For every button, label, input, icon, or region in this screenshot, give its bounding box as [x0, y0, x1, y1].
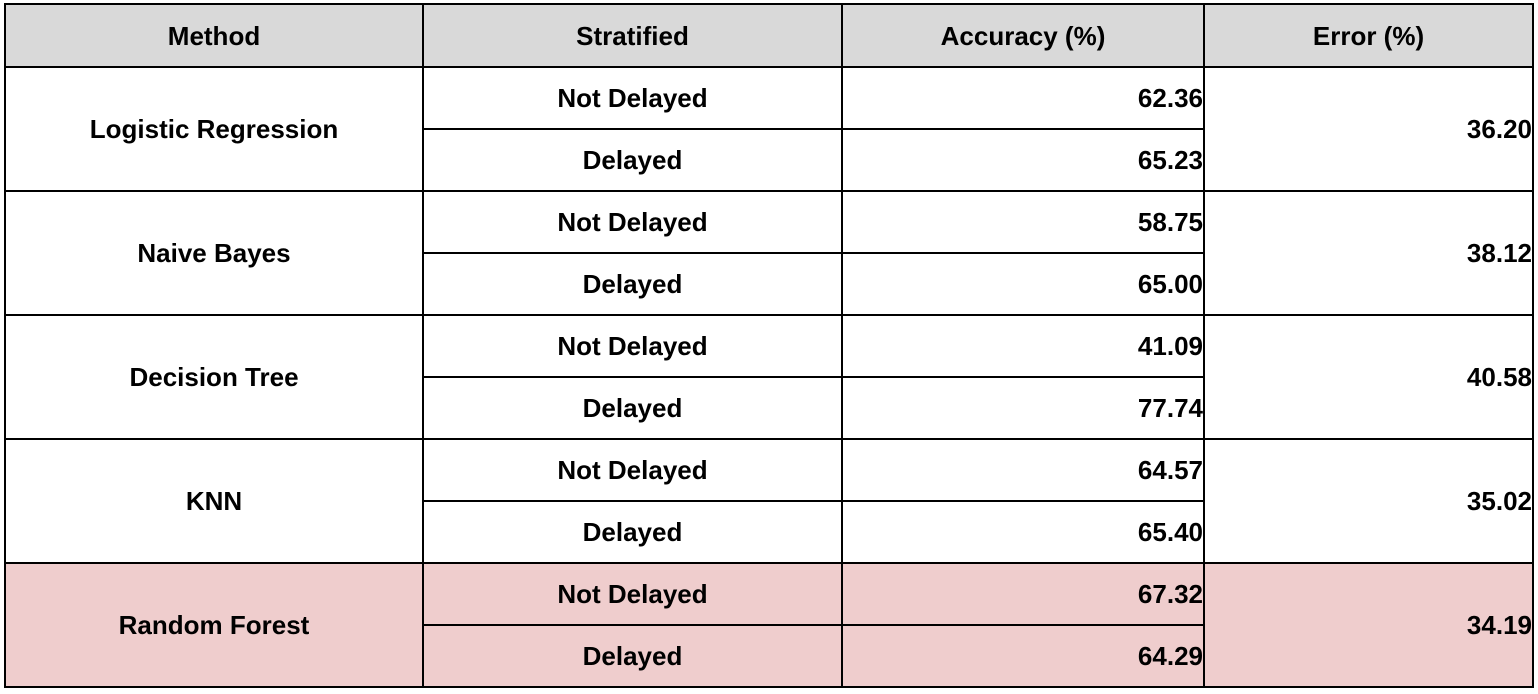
stratified-cell: Delayed: [422, 252, 843, 316]
table-row: Delayed 77.74: [5, 376, 1533, 440]
method-cell: Random Forest: [4, 562, 424, 688]
stratified-cell: Not Delayed: [422, 562, 843, 626]
stratified-cell: Not Delayed: [422, 438, 843, 502]
stratified-cell: Not Delayed: [422, 314, 843, 378]
accuracy-cell: 65.23: [841, 128, 1205, 192]
accuracy-cell: 65.00: [841, 252, 1205, 316]
table-row: Decision Tree Not Delayed 41.09 40.58: [4, 314, 1534, 440]
table-row: Naive Bayes Not Delayed 58.75 38.12: [4, 190, 1534, 316]
table-row: Logistic Regression Not Delayed 62.36 36.20: [4, 66, 1534, 192]
method-cell: Naive Bayes: [4, 190, 424, 316]
accuracy-cell: 65.40: [841, 500, 1205, 564]
results-table: Method Stratified Accuracy (%) Error (%)…: [4, 3, 1534, 688]
table-row: Delayed 65.40: [5, 500, 1533, 564]
method-cell: Decision Tree: [4, 314, 424, 440]
accuracy-cell: 67.32: [841, 562, 1205, 626]
accuracy-cell: 58.75: [841, 190, 1205, 254]
header-row: Method Stratified Accuracy (%) Error (%): [4, 3, 1534, 68]
accuracy-cell: 64.57: [841, 438, 1205, 502]
stratified-cell: Not Delayed: [422, 190, 843, 254]
accuracy-cell: 77.74: [841, 376, 1205, 440]
error-cell: 40.58: [1203, 314, 1534, 440]
header-accuracy: Accuracy (%): [841, 3, 1205, 68]
header-stratified: Stratified: [422, 3, 843, 68]
error-cell: 35.02: [1203, 438, 1534, 564]
error-cell: 38.12: [1203, 190, 1534, 316]
error-cell: 36.20: [1203, 66, 1534, 192]
table-body: Logistic Regression Not Delayed 62.36 36.20…: [4, 66, 1534, 688]
accuracy-cell: 62.36: [841, 66, 1205, 130]
table-header: Method Stratified Accuracy (%) Error (%): [4, 3, 1534, 68]
stratified-cell: Delayed: [422, 376, 843, 440]
accuracy-cell: 41.09: [841, 314, 1205, 378]
table-row: Delayed 64.29: [5, 624, 1533, 688]
header-method: Method: [4, 3, 424, 68]
header-error: Error (%): [1203, 3, 1534, 68]
accuracy-cell: 64.29: [841, 624, 1205, 688]
table-row: KNN Not Delayed 64.57 35.02: [4, 438, 1534, 564]
table-row: Delayed 65.00: [5, 252, 1533, 316]
error-cell: 34.19: [1203, 562, 1534, 688]
stratified-cell: Delayed: [422, 500, 843, 564]
method-cell: Logistic Regression: [4, 66, 424, 192]
table-row: Random Forest Not Delayed 67.32 34.19: [4, 562, 1534, 688]
stratified-cell: Not Delayed: [422, 66, 843, 130]
stratified-cell: Delayed: [422, 624, 843, 688]
method-cell: KNN: [4, 438, 424, 564]
table-row: Delayed 65.23: [5, 128, 1533, 192]
stratified-cell: Delayed: [422, 128, 843, 192]
